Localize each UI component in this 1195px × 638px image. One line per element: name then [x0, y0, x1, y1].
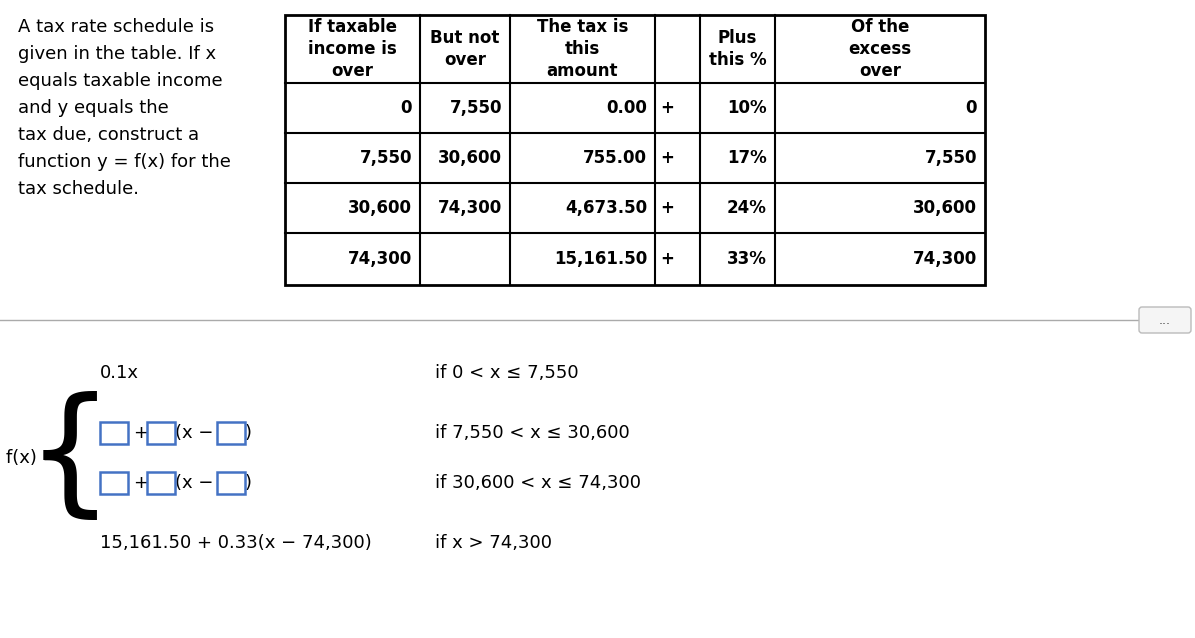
FancyBboxPatch shape: [100, 422, 128, 444]
Text: +: +: [660, 199, 674, 217]
Text: equals taxable income: equals taxable income: [18, 72, 222, 90]
FancyBboxPatch shape: [100, 472, 128, 494]
FancyBboxPatch shape: [217, 472, 245, 494]
Text: 24%: 24%: [727, 199, 767, 217]
Text: 30,600: 30,600: [439, 149, 502, 167]
FancyBboxPatch shape: [1139, 307, 1191, 333]
Text: ): ): [245, 474, 252, 492]
Text: ): ): [245, 424, 252, 442]
Text: f(x) =: f(x) =: [6, 449, 59, 467]
Text: 30,600: 30,600: [348, 199, 412, 217]
Text: +: +: [660, 250, 674, 268]
Text: 0.00: 0.00: [606, 99, 646, 117]
Text: ...: ...: [1159, 313, 1171, 327]
Text: 74,300: 74,300: [437, 199, 502, 217]
FancyBboxPatch shape: [147, 472, 174, 494]
Text: The tax is
this
amount: The tax is this amount: [537, 18, 629, 80]
Text: if x > 74,300: if x > 74,300: [435, 534, 552, 552]
Text: given in the table. If x: given in the table. If x: [18, 45, 216, 63]
Text: 33%: 33%: [727, 250, 767, 268]
Text: Of the
excess
over: Of the excess over: [848, 18, 912, 80]
Text: 15,161.50 + 0.33(x − 74,300): 15,161.50 + 0.33(x − 74,300): [100, 534, 372, 552]
Text: +: +: [660, 99, 674, 117]
Text: 755.00: 755.00: [583, 149, 646, 167]
Text: (x −: (x −: [174, 424, 214, 442]
Text: 74,300: 74,300: [348, 250, 412, 268]
Text: +: +: [660, 149, 674, 167]
Text: 30,600: 30,600: [913, 199, 978, 217]
Text: if 30,600 < x ≤ 74,300: if 30,600 < x ≤ 74,300: [435, 474, 641, 492]
Text: 74,300: 74,300: [913, 250, 978, 268]
Text: function y = f(x) for the: function y = f(x) for the: [18, 153, 231, 171]
Text: A tax rate schedule is: A tax rate schedule is: [18, 18, 214, 36]
Text: if 0 < x ≤ 7,550: if 0 < x ≤ 7,550: [435, 364, 578, 382]
Text: 10%: 10%: [728, 99, 767, 117]
Text: 7,550: 7,550: [925, 149, 978, 167]
Text: tax due, construct a: tax due, construct a: [18, 126, 200, 144]
Text: if 7,550 < x ≤ 30,600: if 7,550 < x ≤ 30,600: [435, 424, 630, 442]
FancyBboxPatch shape: [217, 422, 245, 444]
Text: 15,161.50: 15,161.50: [553, 250, 646, 268]
Text: tax schedule.: tax schedule.: [18, 180, 139, 198]
Text: 4,673.50: 4,673.50: [565, 199, 646, 217]
Text: 17%: 17%: [728, 149, 767, 167]
Text: and y equals the: and y equals the: [18, 99, 168, 117]
Text: 0: 0: [966, 99, 978, 117]
Text: +: +: [133, 474, 148, 492]
Text: 0: 0: [400, 99, 412, 117]
Text: 7,550: 7,550: [449, 99, 502, 117]
Text: But not
over: But not over: [430, 29, 500, 69]
Text: 7,550: 7,550: [360, 149, 412, 167]
Text: {: {: [26, 390, 115, 526]
Text: 0.1x: 0.1x: [100, 364, 139, 382]
Text: (x −: (x −: [174, 474, 214, 492]
Text: +: +: [133, 424, 148, 442]
Text: If taxable
income is
over: If taxable income is over: [308, 18, 397, 80]
Bar: [284, 15, 985, 285]
Text: Plus
this %: Plus this %: [709, 29, 766, 69]
FancyBboxPatch shape: [147, 422, 174, 444]
